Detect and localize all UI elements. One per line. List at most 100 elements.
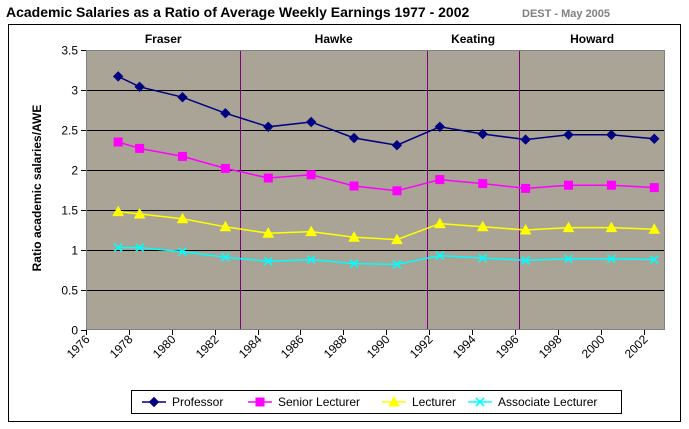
series-line-lecturer <box>118 210 655 241</box>
point-lecturer-3 <box>219 220 232 232</box>
era-label-fraser: Fraser <box>145 32 182 46</box>
point-lecturer-2 <box>176 212 189 224</box>
legend-label-lecturer: Lecturer <box>412 395 456 409</box>
point-associate-lecturer-5-stroke-b <box>306 255 316 265</box>
legend-label-associate-lecturer: Associate Lecturer <box>498 395 597 409</box>
legend-box <box>131 390 622 414</box>
point-senior-lecturer-9 <box>478 179 488 189</box>
point-associate-lecturer-1 <box>135 243 145 253</box>
legend-marker-senior-lecturer <box>255 397 265 407</box>
point-professor-13 <box>649 133 660 145</box>
point-associate-lecturer-12 <box>606 254 616 264</box>
legend-label-senior-lecturer: Senior Lecturer <box>278 395 360 409</box>
point-associate-lecturer-10-stroke-b <box>521 255 531 265</box>
point-associate-lecturer-10 <box>521 255 531 265</box>
point-associate-lecturer-3-stroke-b <box>220 252 230 262</box>
point-associate-lecturer-12-stroke-b <box>606 254 616 264</box>
point-associate-lecturer-4-stroke-b <box>263 256 273 266</box>
point-senior-lecturer-4 <box>263 173 273 183</box>
point-senior-lecturer-5 <box>306 170 316 180</box>
point-lecturer-8 <box>433 217 446 229</box>
point-associate-lecturer-3 <box>220 252 230 262</box>
era-label-howard: Howard <box>570 32 614 46</box>
legend-marker-associate-lecturer-stroke-b <box>475 397 485 407</box>
point-associate-lecturer-2 <box>177 247 188 257</box>
point-senior-lecturer-8 <box>435 175 445 185</box>
point-lecturer-13 <box>648 223 661 234</box>
point-professor-2 <box>177 91 188 103</box>
point-professor-5 <box>305 116 317 128</box>
point-professor-11 <box>563 129 574 141</box>
point-associate-lecturer-8-stroke-b <box>435 251 445 261</box>
era-label-keating: Keating <box>451 32 495 46</box>
point-associate-lecturer-7-stroke-b <box>392 259 402 269</box>
legend-label-professor: Professor <box>172 395 223 409</box>
point-associate-lecturer-0 <box>113 243 123 253</box>
point-associate-lecturer-6-stroke-b <box>349 259 359 269</box>
y-tick-label-3: 3 <box>71 84 78 98</box>
point-associate-lecturer-6 <box>349 259 359 269</box>
point-lecturer-12 <box>605 221 618 233</box>
point-lecturer-11 <box>562 221 575 233</box>
legend-marker-lecturer <box>388 395 400 407</box>
point-lecturer-9 <box>476 220 489 232</box>
point-lecturer-4 <box>262 227 275 238</box>
point-professor-1 <box>134 81 145 93</box>
point-professor-12 <box>606 129 617 141</box>
point-professor-8 <box>434 121 446 133</box>
point-senior-lecturer-7 <box>392 186 402 196</box>
point-associate-lecturer-1-stroke-b <box>135 243 145 253</box>
y-tick-label-1: 1 <box>71 244 78 258</box>
point-professor-7 <box>391 139 403 151</box>
point-senior-lecturer-2 <box>178 151 187 161</box>
legend: Professor Senior Lecturer Lecturer Associat… <box>131 390 622 414</box>
y-tick-label-1-5: 1.5 <box>61 204 78 218</box>
era-label-hawke: Hawke <box>315 32 353 46</box>
plot-border <box>86 50 665 330</box>
point-senior-lecturer-10 <box>521 183 531 193</box>
point-professor-0 <box>112 71 124 82</box>
point-associate-lecturer-4 <box>263 256 273 266</box>
series-line-senior-lecturer <box>117 141 655 192</box>
point-lecturer-10 <box>519 223 532 235</box>
point-professor-3 <box>220 107 231 119</box>
point-senior-lecturer-0 <box>113 137 123 147</box>
series-line-associate-lecturer <box>118 246 655 266</box>
point-associate-lecturer-8 <box>435 251 445 261</box>
point-associate-lecturer-9-stroke-b <box>478 253 488 263</box>
point-associate-lecturer-13-stroke-b <box>649 255 659 265</box>
y-tick-label-0: 0 <box>71 324 78 338</box>
point-senior-lecturer-6 <box>349 181 359 191</box>
y-tick-label-2: 2 <box>71 164 78 178</box>
point-lecturer-1 <box>133 207 146 219</box>
point-senior-lecturer-11 <box>564 180 573 190</box>
source-note: DEST - May 2005 <box>522 8 610 20</box>
point-associate-lecturer-11-stroke-b <box>563 254 574 264</box>
point-associate-lecturer-9 <box>478 253 488 263</box>
y-tick-label-0-5: 0.5 <box>61 284 78 298</box>
point-lecturer-7 <box>391 233 403 245</box>
y-tick-label-3-5: 3.5 <box>61 44 78 58</box>
y-axis-label: Ratio academic salaries/AWE <box>30 105 44 272</box>
point-lecturer-0 <box>112 205 125 217</box>
point-professor-9 <box>477 128 488 140</box>
point-associate-lecturer-13 <box>649 255 659 265</box>
legend-marker-associate-lecturer <box>475 397 485 407</box>
point-associate-lecturer-5 <box>306 255 316 265</box>
point-lecturer-5 <box>305 225 318 237</box>
point-lecturer-6 <box>348 231 360 242</box>
point-associate-lecturer-11 <box>563 254 574 264</box>
plot-area: 0 0.5 1 1.5 2 2.5 3 3.5 Fraser Hawke Keating Howard… <box>61 32 665 361</box>
point-senior-lecturer-1 <box>135 143 145 153</box>
point-senior-lecturer-3 <box>220 163 230 173</box>
plot-background <box>86 50 665 330</box>
series-line-professor <box>117 75 655 146</box>
point-professor-4 <box>263 121 274 133</box>
point-associate-lecturer-0-stroke-b <box>113 243 123 253</box>
point-senior-lecturer-13 <box>649 183 659 193</box>
chart-title: Academic Salaries as a Ratio of Average … <box>6 4 469 20</box>
point-associate-lecturer-2-stroke-b <box>177 247 188 257</box>
legend-marker-professor <box>148 396 160 408</box>
